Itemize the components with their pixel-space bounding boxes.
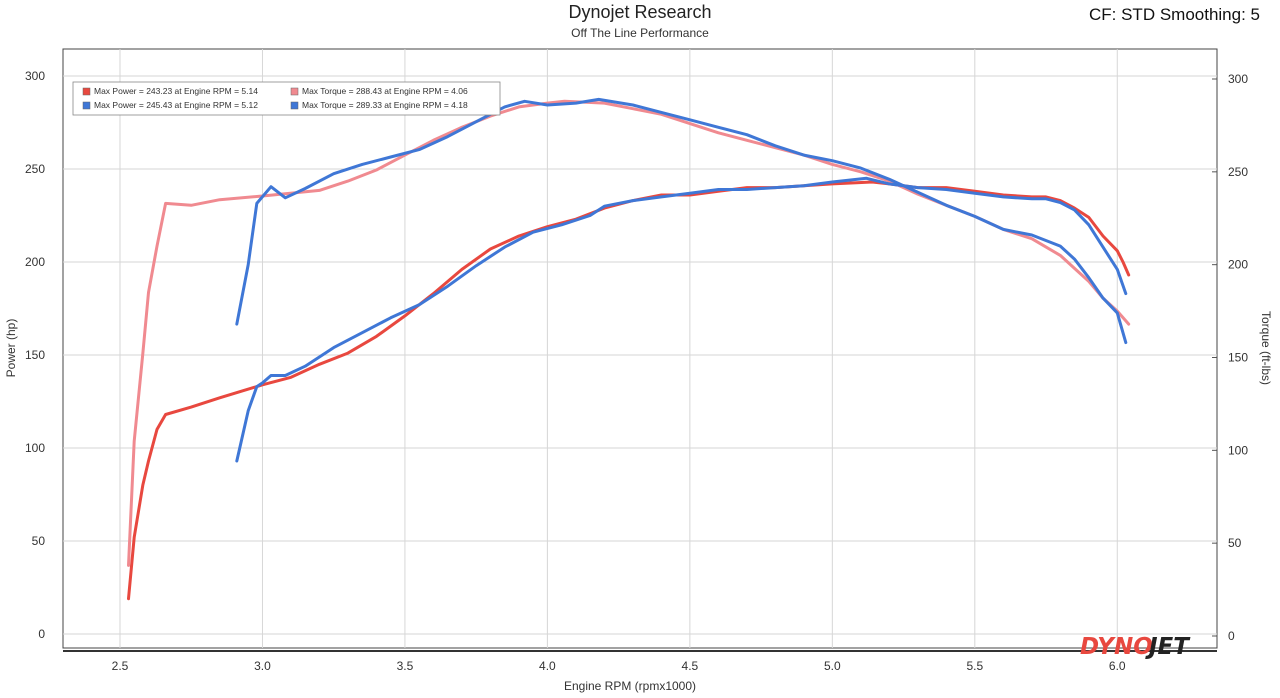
x-tick-label: 6.0 [1109, 659, 1126, 673]
y-right-tick-label: 200 [1228, 258, 1248, 272]
series-line-4 [235, 97, 1128, 345]
series-lines [127, 97, 1131, 601]
y-right-tick-label: 50 [1228, 536, 1242, 550]
x-tick-label: 5.5 [966, 659, 983, 673]
y-axis-label-right: Torque (ft-lbs) [1259, 311, 1273, 385]
legend-swatch [290, 87, 299, 96]
y-left-tick-label: 300 [25, 69, 45, 83]
correction-factor-label: CF: STD Smoothing: 5 [1088, 5, 1260, 24]
chart-subtitle: Off The Line Performance [571, 26, 709, 40]
y-left-tick-label: 0 [38, 627, 45, 641]
y-left-tick-label: 50 [32, 534, 46, 548]
chart-title: Dynojet Research [568, 2, 712, 22]
x-axis-label: Engine RPM (rpmx1000) [564, 679, 696, 693]
x-tick-label: 2.5 [112, 659, 129, 673]
legend-swatch [82, 101, 91, 110]
legend-box [72, 81, 501, 116]
y-left-tick-label: 250 [25, 162, 45, 176]
series-line-3 [235, 176, 1128, 463]
y-left-tick-label: 200 [25, 255, 45, 269]
plot-frame [62, 48, 1218, 649]
logo-dyno: DYNO [1080, 634, 1153, 660]
legend-entry: Max Torque = 289.33 at Engine RPM = 4.18 [302, 100, 468, 110]
legend-swatch [290, 101, 299, 110]
y-left-tick-label: 150 [25, 348, 45, 362]
y-right-tick-label: 0 [1228, 629, 1235, 643]
x-tick-label: 4.5 [682, 659, 699, 673]
y-right-tick-label: 100 [1228, 443, 1248, 457]
axis-ticks: 2.5 3.0 3.5 4.0 4.5 5.0 5.5 6.0 0 50 100 150 200 250 3… [25, 69, 1248, 673]
y-right-tick-label: 250 [1228, 165, 1248, 179]
y-right-tick-label: 300 [1228, 72, 1248, 86]
legend-entry: Max Power = 245.43 at Engine RPM = 5.12 [94, 100, 258, 110]
x-tick-label: 3.0 [254, 659, 271, 673]
x-tick-label: 4.0 [539, 659, 556, 673]
logo-jet: JET [1145, 634, 1191, 660]
legend-swatch [82, 87, 91, 96]
y-left-tick-label: 100 [25, 441, 45, 455]
grid [63, 49, 1217, 648]
legend-entry: Max Torque = 288.43 at Engine RPM = 4.06 [302, 86, 468, 96]
y-axis-label-left: Power (hp) [4, 319, 18, 378]
y-right-tick-label: 150 [1228, 351, 1248, 365]
x-tick-label: 5.0 [824, 659, 841, 673]
legend: Max Power = 243.23 at Engine RPM = 5.14 M… [82, 86, 468, 110]
dynojet-logo: DYNO JET [1080, 634, 1191, 660]
legend-entry: Max Power = 243.23 at Engine RPM = 5.14 [94, 86, 258, 96]
x-tick-label: 3.5 [397, 659, 414, 673]
